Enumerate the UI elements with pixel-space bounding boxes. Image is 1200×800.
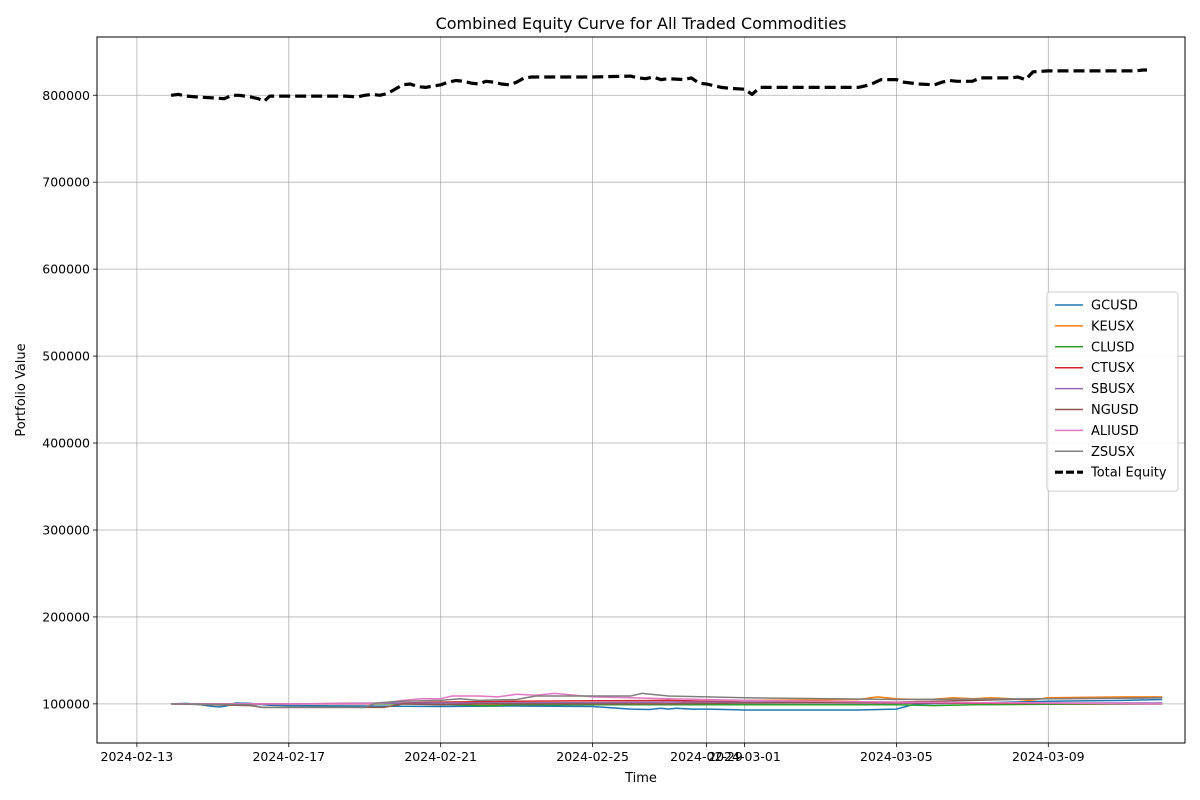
y-tick-label: 500000 [42, 349, 90, 364]
legend-label-zsusx: ZSUSX [1091, 445, 1135, 460]
legend: GCUSD KEUSX CLUSD CTUSX SBUSX NGUSD ALIUSD ZSUS… [1046, 291, 1179, 492]
y-tick-label: 600000 [42, 262, 90, 277]
y-tick-label: 100000 [42, 696, 90, 711]
plot-area [170, 68, 1163, 711]
legend-label-sbusx: SBUSX [1091, 382, 1135, 397]
legend-label-clusd: CLUSD [1091, 340, 1134, 355]
grid [97, 37, 1185, 743]
axes-frame [96, 36, 1186, 744]
y-tick-label: 300000 [42, 522, 90, 537]
x-axis-label: Time [624, 771, 657, 786]
x-axis: 2024-02-13 2024-02-17 2024-02-21 2024-02-25… [101, 743, 1085, 764]
legend-label-gcusd: GCUSD [1091, 299, 1138, 314]
x-tick-label: 2024-03-05 [860, 749, 933, 764]
legend-label-keusx: KEUSX [1091, 319, 1135, 334]
x-tick-label: 2024-02-17 [252, 749, 325, 764]
x-tick-label: 2024-02-21 [404, 749, 477, 764]
series-line-zsusx [171, 692, 1163, 709]
x-tick-label: 2024-02-25 [556, 749, 629, 764]
y-tick-label: 800000 [42, 88, 90, 103]
y-tick-label: 200000 [42, 609, 90, 624]
chart-title: Combined Equity Curve for All Traded Com… [436, 14, 847, 33]
y-tick-label: 700000 [42, 175, 90, 190]
x-tick-label: 2024-03-01 [708, 749, 781, 764]
series-line-total-equity [170, 68, 1147, 103]
y-tick-label: 400000 [42, 436, 90, 451]
legend-label-ctusx: CTUSX [1091, 361, 1135, 376]
legend-label-ngusd: NGUSD [1091, 403, 1139, 418]
legend-label-total-equity: Total Equity [1090, 466, 1167, 481]
y-axis: 100000 200000 300000 400000 500000 600000 7000… [42, 88, 97, 711]
x-tick-label: 2024-02-29 [670, 749, 743, 764]
legend-label-aliusd: ALIUSD [1091, 424, 1139, 439]
legend-box [1046, 291, 1179, 492]
x-tick-label: 2024-03-09 [1012, 749, 1085, 764]
y-axis-label: Portfolio Value [14, 343, 29, 436]
x-tick-label: 2024-02-13 [101, 749, 174, 764]
